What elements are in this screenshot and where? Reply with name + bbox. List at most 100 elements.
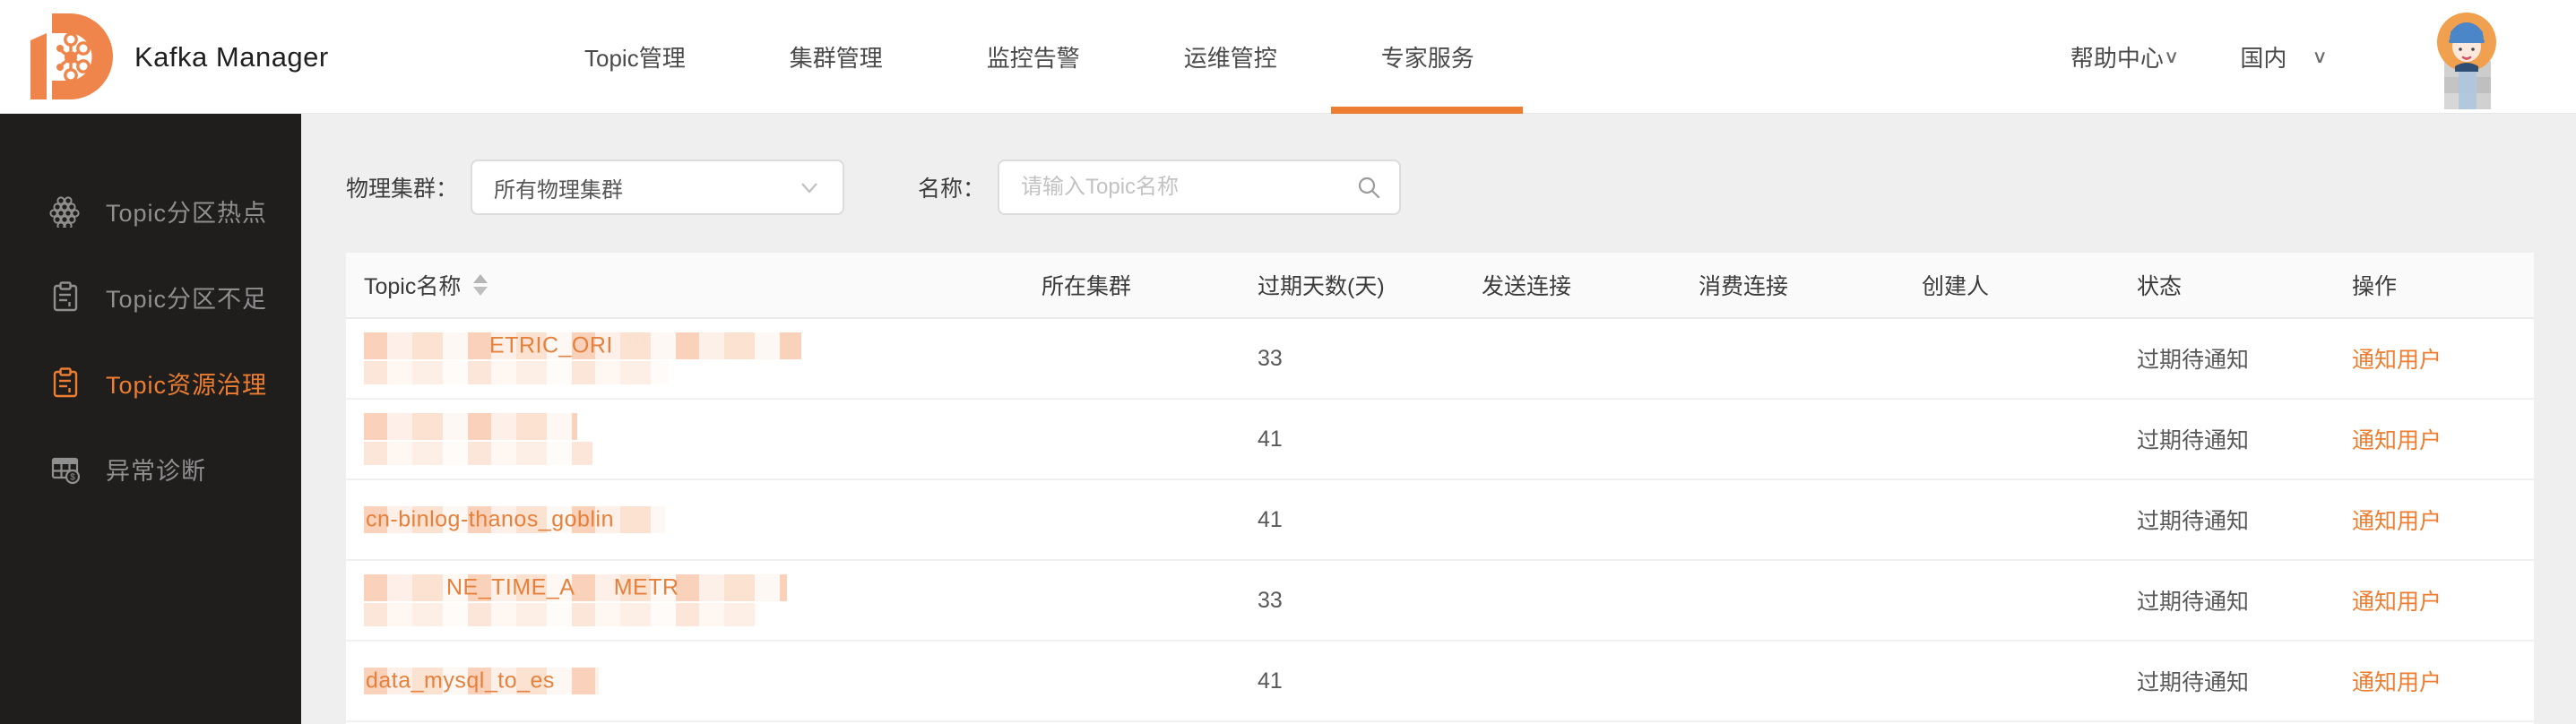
column-header-5: 创建人 — [1922, 269, 2137, 301]
status-cell: 过期待通知 — [2137, 509, 2250, 534]
column-header-label: 消费连接 — [1699, 274, 1789, 299]
topic-name-input[interactable] — [998, 159, 1402, 215]
topic-name-redacted[interactable]: NE_TIME_A METR — [364, 574, 1042, 626]
topic-name-partial-text: data_mysql_to_es — [366, 668, 555, 694]
column-header-6: 状态 — [2137, 269, 2352, 301]
sidebar-item-label: 异常诊断 — [106, 457, 206, 485]
column-header-3: 发送连接 — [1482, 269, 1699, 301]
redaction-mosaic — [364, 361, 669, 384]
avatar[interactable] — [2437, 5, 2496, 109]
app-title: Kafka Manager — [134, 41, 329, 73]
topic-name-partial-text: NE_TIME_A METR — [446, 574, 679, 600]
kafka-manager-logo-icon[interactable] — [23, 10, 122, 105]
diagnosis-icon: $ — [48, 452, 82, 486]
chevron-down-icon: ∨ — [2312, 47, 2328, 67]
sidebar-item-label: Topic分区不足 — [106, 285, 268, 313]
column-header-label: 发送连接 — [1482, 274, 1572, 299]
expire-days-cell: 41 — [1258, 506, 1283, 532]
sidebar-item-topic-partition-insufficient[interactable]: Topic分区不足 — [0, 254, 301, 340]
column-header-label: 创建人 — [1922, 274, 1990, 299]
nav-tab-cluster[interactable]: 集群管理 — [790, 0, 883, 114]
column-header-0: Topic名称 — [364, 269, 1042, 301]
svg-text:$: $ — [70, 473, 75, 483]
clipboard-icon — [48, 280, 82, 314]
region-menu[interactable]: 国内 ∨ — [2240, 40, 2328, 73]
filter-bar: 物理集群： 所有物理集群 名称： — [346, 159, 1402, 215]
topic-name-partial-text: cn-binlog-thanos_goblin — [366, 506, 614, 532]
nav-tab-ops[interactable]: 运维管控 — [1184, 0, 1277, 114]
table-row: NE_TIME_A METR 33 过期待通知 通知用户 — [346, 561, 2534, 642]
chevron-down-icon — [801, 183, 817, 194]
column-header-label: 过期天数(天) — [1258, 274, 1385, 299]
region-label: 国内 — [2240, 45, 2287, 72]
table-row: cn-binlog-thanos_goblin 41 过期待通知 通知用户 — [346, 480, 2534, 561]
sidebar-item-topic-resource-governance[interactable]: Topic资源治理 — [0, 340, 301, 426]
sidebar-item-topic-partition-hotspot[interactable]: Topic分区热点 — [0, 168, 301, 254]
help-center-label: 帮助中心 — [2070, 45, 2164, 72]
nav-tab-label: 专家服务 — [1380, 45, 1474, 72]
column-header-label: 操作 — [2352, 274, 2398, 299]
app-header: Kafka Manager Topic管理 集群管理 监控告警 运维管控 专家服务 帮助… — [0, 0, 2576, 114]
nav-tab-topic[interactable]: Topic管理 — [584, 0, 686, 114]
nav-tab-label: 监控告警 — [986, 45, 1080, 72]
cluster-filter-label: 物理集群： — [346, 177, 459, 202]
column-header-label: 状态 — [2137, 274, 2183, 299]
status-cell: 过期待通知 — [2137, 590, 2250, 615]
avatar-image — [2437, 12, 2496, 72]
redaction-mosaic — [364, 603, 758, 626]
topic-search-box — [998, 159, 1402, 215]
sort-icon[interactable] — [473, 274, 488, 296]
table-row: 41 过期待通知 通知用户 — [346, 400, 2534, 480]
sidebar: Topic分区热点 Topic分区不足 Topic资源治理 $ 异常诊断 — [0, 114, 301, 724]
redaction-mosaic — [364, 442, 592, 465]
topic-governance-table: Topic名称 所在集群 过期天数(天) 发送连接 消费连接 创建人 状态 操作 ETRIC_… — [346, 253, 2534, 724]
sidebar-item-anomaly-diagnosis[interactable]: $ 异常诊断 — [0, 426, 301, 512]
nav-tab-label: 运维管控 — [1183, 45, 1277, 72]
column-header-4: 消费连接 — [1699, 269, 1922, 301]
column-header-2: 过期天数(天) — [1258, 269, 1482, 301]
name-filter-label: 名称： — [918, 177, 986, 202]
expire-days-cell: 33 — [1258, 587, 1283, 613]
expire-days-cell: 33 — [1258, 345, 1283, 371]
column-header-label: 所在集群 — [1042, 274, 1132, 299]
redaction-mosaic: data_mysql_to_es — [364, 668, 599, 694]
sidebar-item-label: Topic分区热点 — [106, 199, 268, 227]
notify-user-link[interactable]: 通知用户 — [2352, 509, 2442, 534]
topic-name-partial-text: ETRIC_ORI — [489, 332, 613, 358]
topic-name-redacted[interactable] — [364, 413, 1042, 465]
expire-days-cell: 41 — [1258, 426, 1283, 452]
redaction-mosaic: ETRIC_ORI — [364, 332, 801, 359]
column-header-1: 所在集群 — [1042, 269, 1258, 301]
clipboard-icon — [48, 366, 82, 400]
cluster-select-value: 所有物理集群 — [494, 177, 624, 203]
nav-tab-label: Topic管理 — [584, 45, 686, 72]
redaction-mosaic: NE_TIME_A METR — [364, 574, 787, 601]
topic-name-redacted[interactable]: ETRIC_ORI — [364, 332, 1042, 384]
expire-days-cell: 41 — [1258, 668, 1283, 694]
notify-user-link[interactable]: 通知用户 — [2352, 590, 2442, 615]
table-body: ETRIC_ORI 33 过期待通知 通知用户 41 过期待通知 通知用户 cn-binlog… — [346, 319, 2534, 722]
notify-user-link[interactable]: 通知用户 — [2352, 428, 2442, 453]
physical-cluster-select[interactable]: 所有物理集群 — [471, 159, 845, 215]
status-cell: 过期待通知 — [2137, 670, 2250, 695]
notify-user-link[interactable]: 通知用户 — [2352, 348, 2442, 373]
table-row: data_mysql_to_es 41 过期待通知 通知用户 — [346, 642, 2534, 722]
table-header-row: Topic名称 所在集群 过期天数(天) 发送连接 消费连接 创建人 状态 操作 — [346, 253, 2534, 319]
nav-tab-expert[interactable]: 专家服务 — [1330, 0, 1523, 114]
help-center-menu[interactable]: 帮助中心 ∨ — [2070, 40, 2180, 73]
status-cell: 过期待通知 — [2137, 428, 2250, 453]
redaction-mosaic — [364, 413, 577, 440]
notify-user-link[interactable]: 通知用户 — [2352, 670, 2442, 695]
chevron-down-icon: ∨ — [2163, 47, 2180, 67]
column-header-label: Topic名称 — [364, 274, 462, 299]
topic-name-redacted[interactable]: cn-binlog-thanos_goblin — [364, 506, 1042, 533]
search-icon[interactable] — [1356, 175, 1381, 200]
nav-tab-monitor[interactable]: 监控告警 — [987, 0, 1080, 114]
nav-tab-label: 集群管理 — [789, 45, 883, 72]
table-row: ETRIC_ORI 33 过期待通知 通知用户 — [346, 319, 2534, 400]
topic-name-redacted[interactable]: data_mysql_to_es — [364, 668, 1042, 694]
redaction-mosaic: cn-binlog-thanos_goblin — [364, 506, 665, 533]
sidebar-item-label: Topic资源治理 — [106, 371, 268, 399]
status-cell: 过期待通知 — [2137, 348, 2250, 373]
